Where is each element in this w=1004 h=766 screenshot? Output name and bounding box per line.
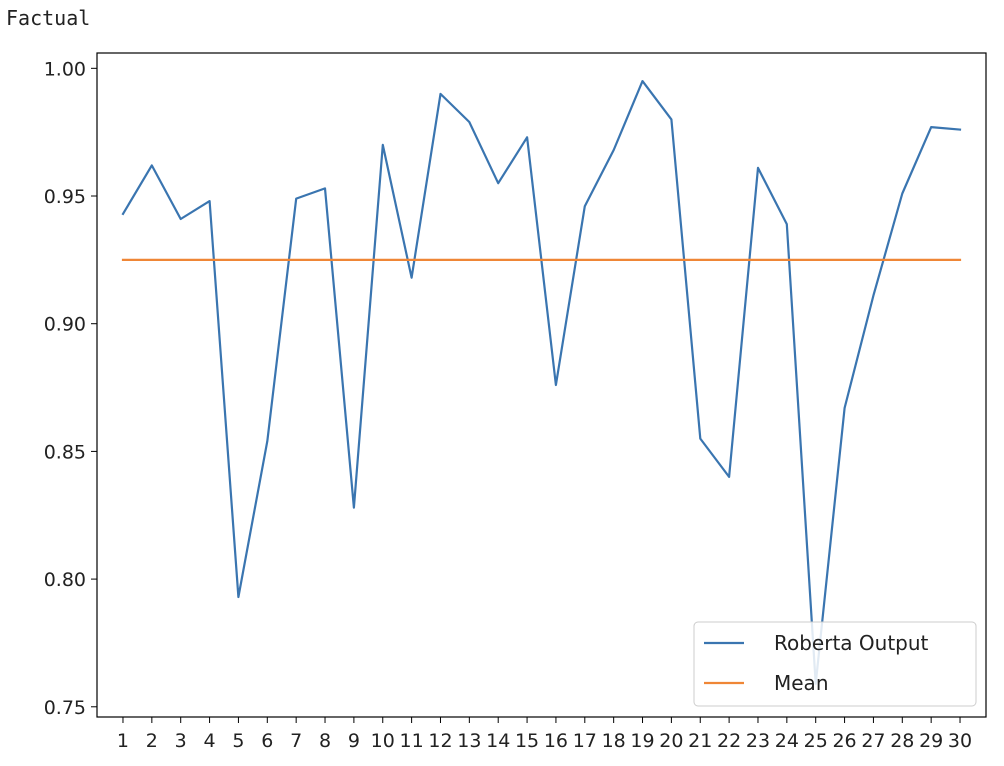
axis-layer: 1 2 3 4 5 6 7 8 9 10 11 12 13 14 15 16 17 18 19 20 21 22 23 24 2… <box>44 58 972 752</box>
plot-area <box>97 53 986 717</box>
x-tick-label: 10 <box>371 730 395 752</box>
x-tick-label: 3 <box>175 730 187 752</box>
x-tick-label: 18 <box>602 730 626 752</box>
y-tick-label: 0.95 <box>44 186 86 208</box>
x-tick-label: 19 <box>630 730 654 752</box>
x-tick-label: 5 <box>232 730 244 752</box>
x-tick-label: 1 <box>117 730 129 752</box>
y-tick-label: 1.00 <box>44 58 86 80</box>
x-tick-label: 16 <box>544 730 568 752</box>
plot-frame <box>96 52 987 718</box>
x-tick-label: 26 <box>832 730 856 752</box>
y-tick-label: 0.85 <box>44 441 86 463</box>
x-tick-label: 22 <box>717 730 741 752</box>
page-label: Factual <box>6 6 91 30</box>
x-tick-label: 13 <box>457 730 481 752</box>
x-tick-label: 27 <box>861 730 885 752</box>
x-tick-label: 21 <box>688 730 712 752</box>
y-tick-label: 0.90 <box>44 314 86 336</box>
x-tick-label: 14 <box>486 730 510 752</box>
y-tick-label: 0.75 <box>44 697 86 719</box>
x-tick-label: 15 <box>515 730 539 752</box>
legend-label-1: Mean <box>774 671 829 695</box>
x-tick-label: 12 <box>428 730 452 752</box>
x-tick-label: 11 <box>400 730 424 752</box>
legend-box <box>693 621 977 707</box>
x-tick-label: 29 <box>919 730 943 752</box>
x-tick-label: 23 <box>746 730 770 752</box>
x-tick-label: 8 <box>319 730 331 752</box>
x-tick-label: 2 <box>146 730 158 752</box>
x-tick-label: 17 <box>573 730 597 752</box>
legend-label-0: Roberta Output <box>774 631 929 655</box>
x-tick-label: 30 <box>948 730 972 752</box>
x-tick-label: 7 <box>290 730 302 752</box>
x-tick-label: 24 <box>775 730 799 752</box>
x-tick-label: 28 <box>890 730 914 752</box>
legend: Roberta Output Mean <box>693 621 977 707</box>
x-tick-label: 20 <box>659 730 683 752</box>
x-tick-label: 6 <box>261 730 273 752</box>
x-tick-label: 4 <box>204 730 216 752</box>
x-tick-label: 25 <box>804 730 828 752</box>
x-tick-label: 9 <box>348 730 360 752</box>
y-tick-label: 0.80 <box>44 569 86 591</box>
